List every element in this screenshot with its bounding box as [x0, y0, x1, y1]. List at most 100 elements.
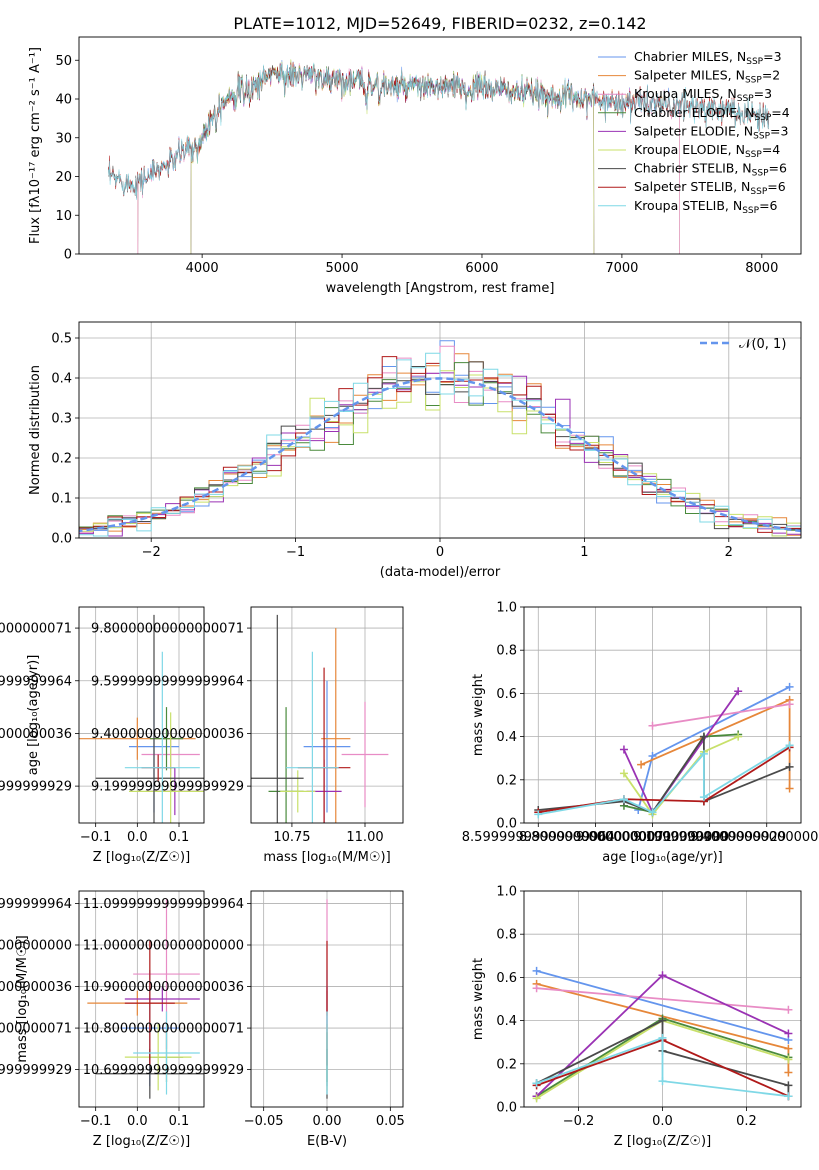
- legend-label: Salpeter ELODIE, NSSP=3: [634, 123, 788, 141]
- axes-frame: [250, 606, 404, 824]
- x-tick-label: 0.2: [736, 1114, 757, 1129]
- plus-marker: [734, 687, 743, 696]
- plus-marker: [648, 752, 657, 761]
- error-bar-point: [124, 940, 175, 1066]
- y-tick-label: 9.80000000000000071: [0, 622, 72, 637]
- y-axis-label: mass weight: [471, 674, 486, 756]
- y-tick-label: 9.19999999999999929: [0, 780, 72, 795]
- y-tick-label: 30: [55, 131, 72, 146]
- plus-marker: [785, 682, 794, 691]
- y-tick-label: 9.80000000000000071: [91, 622, 244, 637]
- panel-spectrum: 4000 5000 6000 7000 8000 0 10 20 30 40 50 wavelengt…: [28, 36, 802, 296]
- y-tick-label: 0.8: [496, 644, 517, 659]
- plus-marker: [785, 700, 794, 709]
- x-axis-label: Z [log₁₀(Z/Z☉)]: [93, 1134, 190, 1149]
- y-axis-label: Normed distribution: [28, 365, 43, 495]
- error-bar-point: [149, 707, 184, 771]
- legend-label: Kroupa ELODIE, NSSP=4: [634, 142, 780, 160]
- y-tick-label: 10.90000000000000036: [0, 980, 72, 995]
- error-bar-point: [124, 651, 200, 823]
- x-tick-label: 8000: [745, 261, 778, 276]
- plus-marker: [658, 1077, 667, 1086]
- y-tick-label: 9.59999999999999964: [0, 674, 72, 689]
- plus-marker: [784, 1029, 793, 1038]
- x-axis-label: mass [log₁₀(M/M☉)]: [263, 850, 390, 865]
- y-tick-label: 0.1: [51, 492, 72, 507]
- plot-area: [108, 59, 770, 254]
- plot-area: [534, 682, 794, 819]
- x-tick-label: 9.40000000000000036: [690, 830, 819, 845]
- x-tick-label: −0.1: [80, 1114, 112, 1129]
- plot-area: [87, 899, 204, 1099]
- plot-area: [79, 340, 801, 537]
- x-axis-label: wavelength [Angstrom, rest frame]: [326, 281, 555, 296]
- y-axis-label: Flux [fλ10⁻¹⁷ erg cm⁻² s⁻¹ A⁻¹]: [28, 47, 43, 244]
- y-tick-label: 40: [55, 93, 72, 108]
- plus-marker: [784, 1055, 793, 1064]
- axes-frame: [250, 890, 404, 1108]
- plus-marker: [784, 1092, 793, 1101]
- y-tick-label: 0.4: [51, 372, 72, 387]
- legend-label: Salpeter MILES, NSSP=2: [634, 68, 780, 86]
- x-tick-label: 8.59999999999999964: [462, 830, 615, 845]
- error-bar-point: [133, 1011, 200, 1095]
- y-tick-label: 0.0: [496, 1101, 517, 1116]
- plus-marker: [532, 966, 541, 975]
- x-tick-label: 9.00000000000000000: [576, 830, 729, 845]
- plus-marker: [785, 762, 794, 771]
- y-axis-label: age [log₁₀(age/yr)]: [26, 655, 41, 776]
- x-tick-label: 11.00: [346, 830, 383, 845]
- x-axis-label: Z [log₁₀(Z/Z☉)]: [614, 1134, 711, 1149]
- plus-marker: [699, 749, 708, 758]
- plus-marker: [785, 741, 794, 750]
- legend-label: Kroupa STELIB, NSSP=6: [634, 198, 778, 216]
- plus-marker: [658, 1033, 667, 1042]
- plus-marker: [532, 1094, 541, 1103]
- plus-marker: [784, 1005, 793, 1014]
- plus-marker: [619, 795, 628, 804]
- y-tick-label: 20: [55, 170, 72, 185]
- x-tick-label: 4000: [186, 261, 219, 276]
- y-tick-label: 9.40000000000000036: [0, 727, 72, 742]
- y-tick-label: 0.2: [496, 1057, 517, 1072]
- x-tick-label: 0.1: [169, 830, 190, 845]
- x-tick-label: 6000: [465, 261, 498, 276]
- y-tick-label: 10.69999999999999929: [0, 1063, 72, 1078]
- legend-label: 𝒩(0, 1): [739, 337, 786, 352]
- x-tick-label: 10.75: [273, 830, 310, 845]
- axes-frame: [78, 36, 802, 255]
- y-tick-label: 10.69999999999999929: [83, 1063, 244, 1078]
- y-tick-label: 1.0: [496, 885, 517, 900]
- weight-series: [536, 1036, 789, 1098]
- plus-marker: [619, 769, 628, 778]
- plus-marker: [534, 810, 543, 819]
- x-tick-label: 0.1: [169, 1114, 190, 1129]
- panel-z-age: −0.1 0.0 0.1 9.19999999999999929 9.400000000…: [0, 606, 205, 865]
- plus-marker: [784, 1081, 793, 1090]
- plus-marker: [734, 732, 743, 741]
- plus-marker: [532, 984, 541, 993]
- x-tick-label: 0.0: [127, 830, 148, 845]
- plus-marker: [785, 784, 794, 793]
- panel-ebv-mass: −0.05 0.00 0.05 10.69999999999999929 10.8000…: [83, 890, 405, 1149]
- y-axis-label: mass [log₁₀(M/M☉)]: [15, 935, 30, 1062]
- x-tick-label: 1: [580, 545, 588, 560]
- y-tick-label: 10: [55, 209, 72, 224]
- y-tick-label: 10.80000000000000071: [83, 1022, 244, 1037]
- x-tick-label: −2: [142, 545, 161, 560]
- x-tick-label: −1: [286, 545, 305, 560]
- error-bar-point: [321, 628, 351, 823]
- figure-title: PLATE=1012, MJD=52649, FIBERID=0232, z=0…: [233, 14, 646, 33]
- spectrum-line: [137, 63, 680, 254]
- plus-marker: [648, 808, 657, 817]
- x-tick-label: 0.05: [376, 1114, 405, 1129]
- weight-series: [536, 987, 789, 1011]
- plot-area: [251, 614, 389, 823]
- x-tick-label: 5000: [326, 261, 359, 276]
- plot-area: [532, 966, 793, 1103]
- y-tick-label: 0.0: [51, 532, 72, 547]
- x-tick-label: 0.00: [313, 1114, 342, 1129]
- error-bar-point: [286, 651, 339, 823]
